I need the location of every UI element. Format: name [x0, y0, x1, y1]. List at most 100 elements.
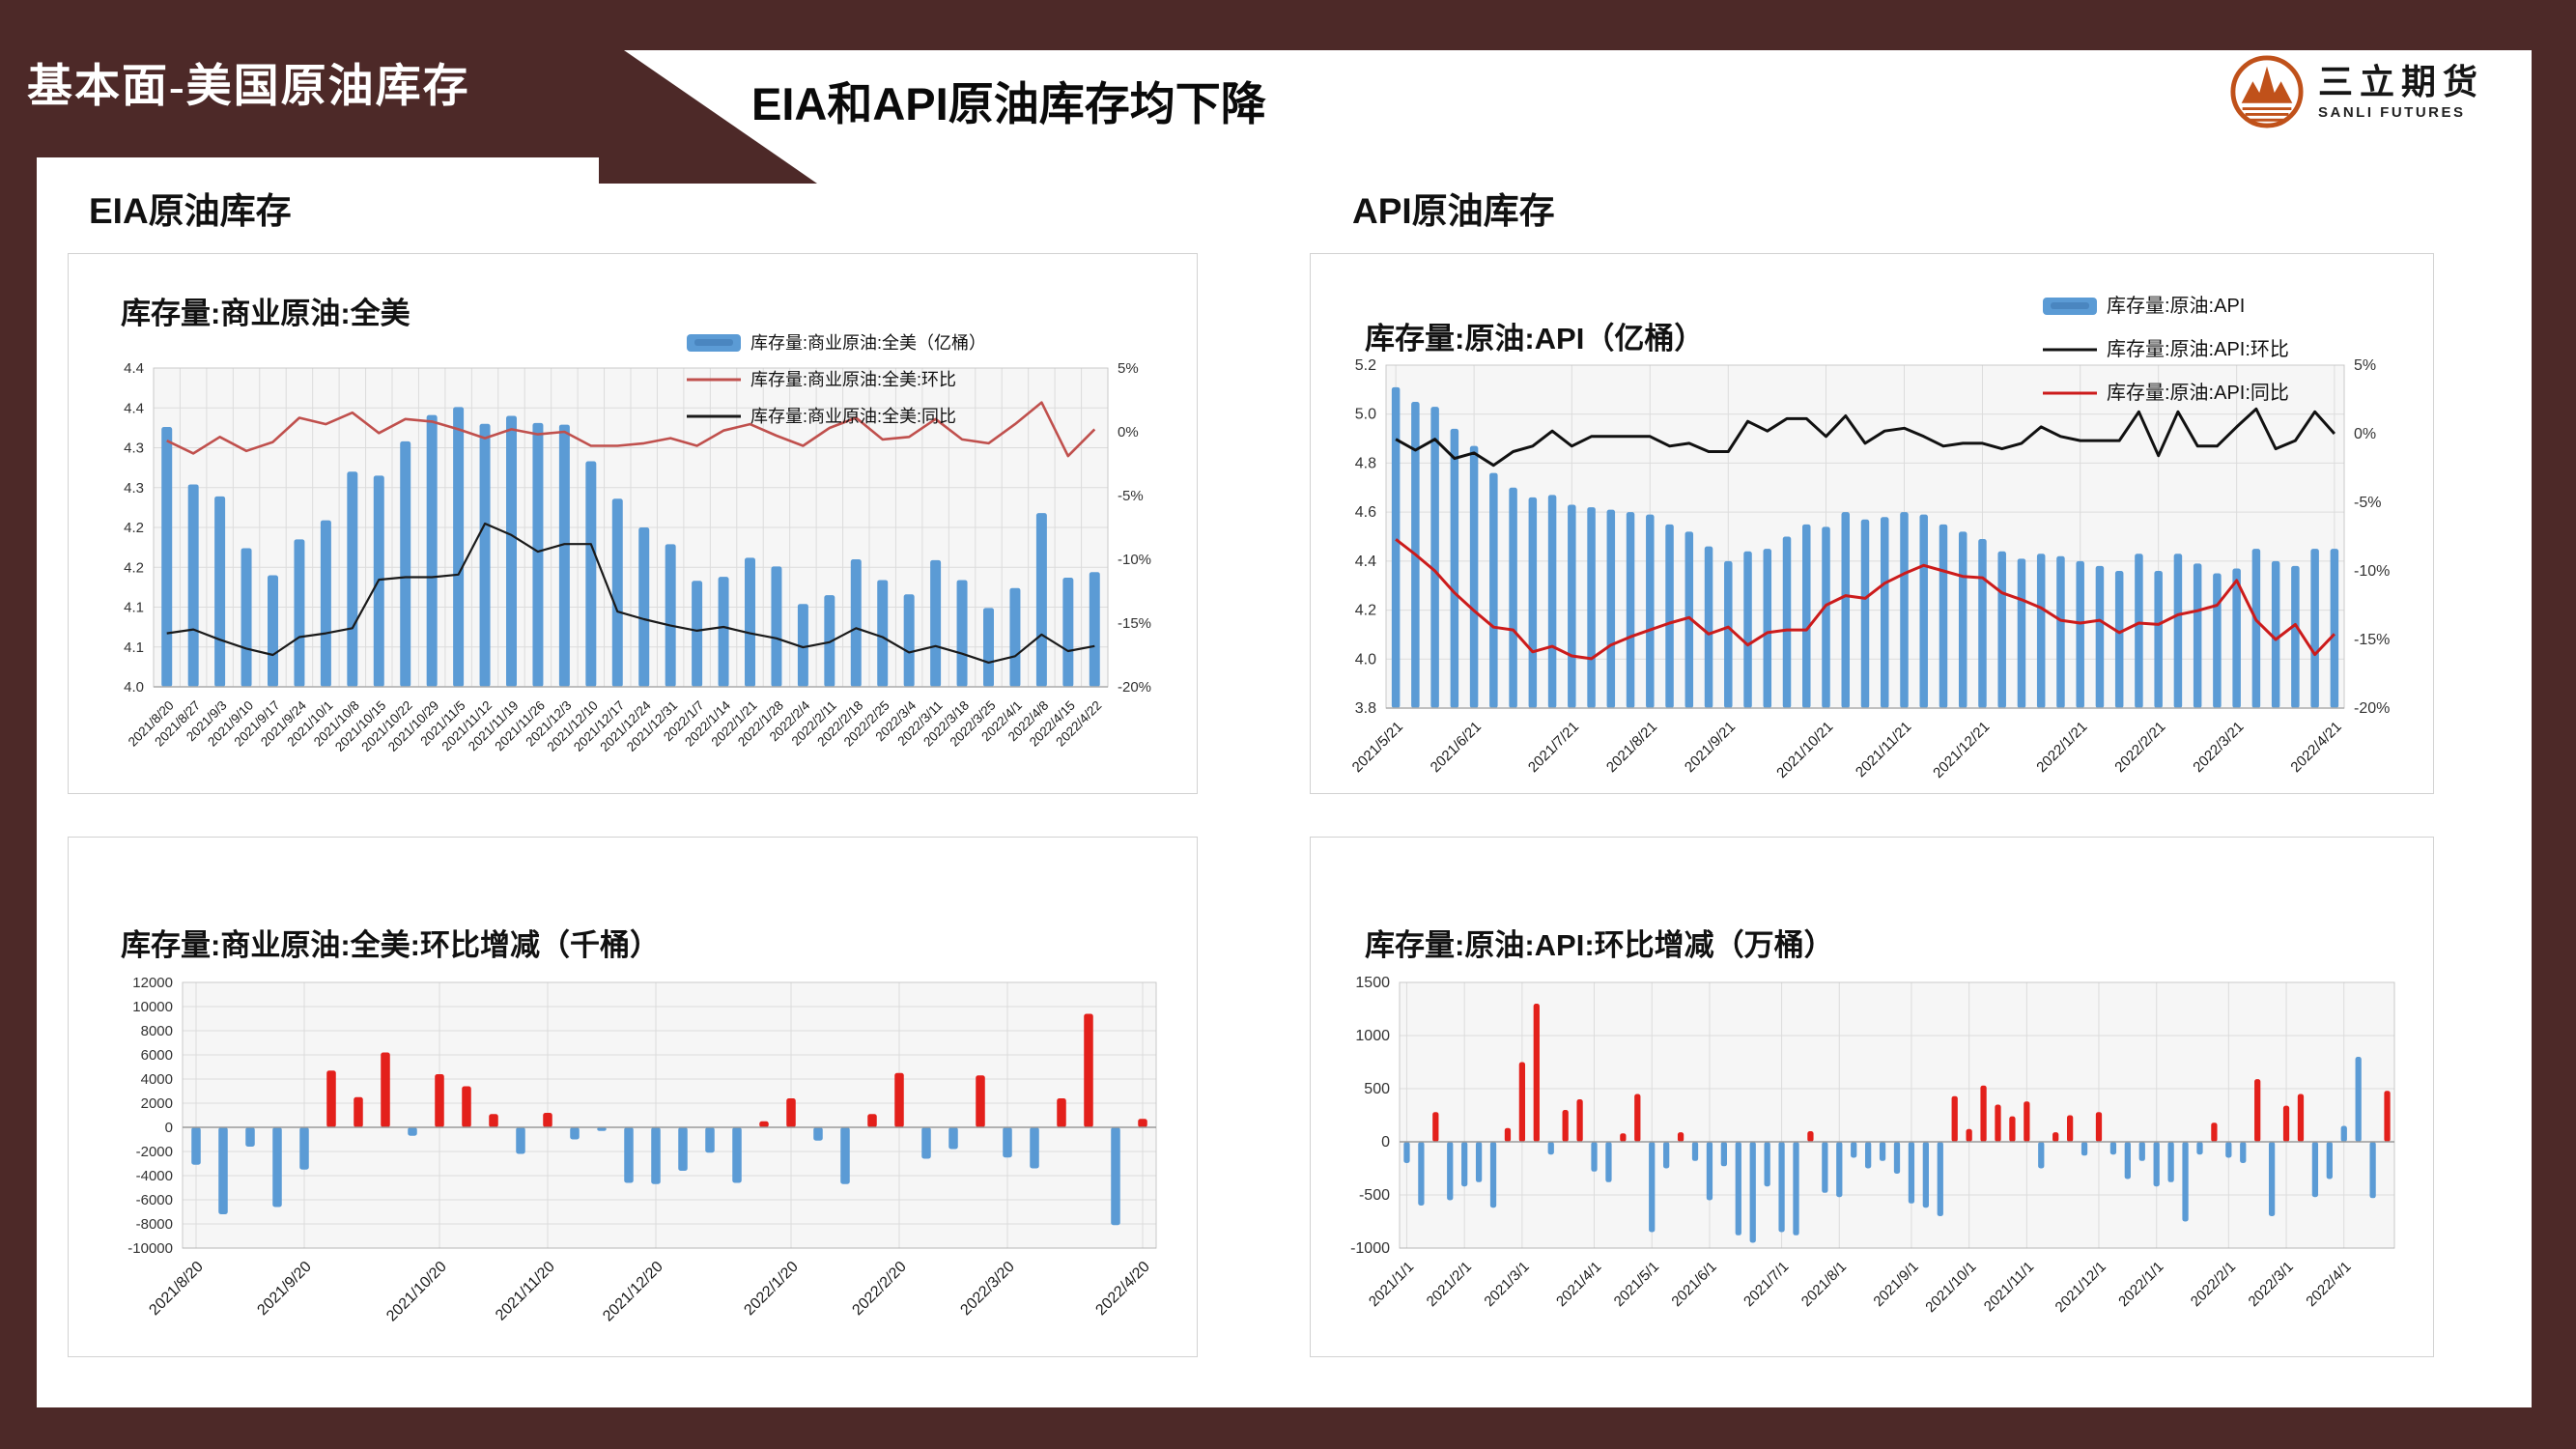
svg-text:2022/4/1: 2022/4/1 — [2303, 1259, 2354, 1310]
chart-eia-inventory: 4.4 4.4 4.3 4.3 4.2 4.2 4.1 4.1 4.0 5% 0% -5% -10% -1… — [124, 333, 1151, 754]
panel-eia-wow-change: 12000 10000 8000 6000 4000 2000 0 -2000 -4000 -60… — [68, 837, 1198, 1357]
svg-text:4.2: 4.2 — [1355, 603, 1376, 619]
sanli-logo: 三立期货 SANLI FUTURES — [2229, 54, 2484, 129]
svg-text:-5%: -5% — [1118, 488, 1144, 504]
svg-text:2022/2/20: 2022/2/20 — [849, 1259, 909, 1319]
section-title-api: API原油库存 — [1352, 191, 1555, 231]
svg-text:-2000: -2000 — [136, 1144, 173, 1160]
svg-text:3.8: 3.8 — [1355, 700, 1376, 717]
svg-text:5%: 5% — [2354, 357, 2376, 374]
mountain-circle-logo-icon — [2230, 55, 2304, 128]
svg-text:2021/8/21: 2021/8/21 — [1603, 719, 1660, 776]
svg-text:4.4: 4.4 — [124, 400, 144, 416]
svg-text:2021/9/21: 2021/9/21 — [1682, 719, 1739, 776]
svg-text:-1000: -1000 — [1350, 1240, 1390, 1257]
header-tab-title: 基本面-美国原油库存 — [27, 62, 470, 112]
svg-text:库存量:原油:API:环比: 库存量:原油:API:环比 — [2107, 338, 2289, 360]
svg-text:库存量:原油:API: 库存量:原油:API — [2107, 295, 2245, 317]
svg-text:2021/12/21: 2021/12/21 — [1930, 719, 1993, 781]
svg-text:2021/5/1: 2021/5/1 — [1611, 1259, 1662, 1310]
panel-api-inventory: 5.2 5.0 4.8 4.6 4.4 4.2 4.0 3.8 5% 0% -5% -10% -15% -… — [1310, 253, 2434, 794]
svg-text:2022/3/20: 2022/3/20 — [957, 1259, 1017, 1319]
svg-text:4.0: 4.0 — [1355, 651, 1376, 668]
svg-text:2021/11/20: 2021/11/20 — [493, 1259, 558, 1324]
svg-text:4.0: 4.0 — [124, 679, 144, 696]
svg-text:5.2: 5.2 — [1355, 357, 1376, 374]
svg-text:2021/7/21: 2021/7/21 — [1525, 719, 1582, 776]
svg-text:12000: 12000 — [132, 975, 173, 991]
svg-text:2022/1/21: 2022/1/21 — [2033, 719, 2090, 776]
svg-text:-15%: -15% — [1118, 615, 1151, 632]
svg-text:2021/4/1: 2021/4/1 — [1553, 1259, 1604, 1310]
chart-title-api-wow-change: 库存量:原油:API:环比增减（万桶） — [1365, 928, 1834, 962]
svg-text:4.1: 4.1 — [124, 639, 144, 656]
chart-title-api-inventory: 库存量:原油:API（亿桶） — [1365, 322, 1705, 355]
svg-text:2021/8/1: 2021/8/1 — [1798, 1259, 1850, 1310]
header-tab-tail — [599, 157, 817, 184]
svg-text:库存量:商业原油:全美（亿桶）: 库存量:商业原油:全美（亿桶） — [750, 333, 986, 353]
svg-text:4.6: 4.6 — [1355, 504, 1376, 521]
svg-text:-8000: -8000 — [136, 1216, 173, 1233]
header-banner: EIA和API原油库存均下降 — [624, 50, 2532, 157]
chart-title-eia-wow-change: 库存量:商业原油:全美:环比增减（千桶） — [121, 928, 660, 962]
svg-text:0: 0 — [165, 1120, 173, 1136]
svg-text:4.8: 4.8 — [1355, 455, 1376, 471]
svg-text:2021/6/21: 2021/6/21 — [1428, 719, 1485, 776]
svg-text:4.2: 4.2 — [124, 559, 144, 576]
svg-text:2021/10/20: 2021/10/20 — [383, 1259, 450, 1325]
svg-text:-10000: -10000 — [127, 1240, 173, 1257]
svg-text:4.1: 4.1 — [124, 600, 144, 616]
svg-text:2021/11/21: 2021/11/21 — [1853, 719, 1914, 781]
svg-text:-10%: -10% — [1118, 552, 1151, 568]
svg-text:2000: 2000 — [141, 1095, 173, 1112]
header: EIA和API原油库存均下降 基本面-美国原油库存 三立期货 SANLI FUT… — [0, 0, 2576, 157]
svg-text:4.2: 4.2 — [124, 520, 144, 536]
svg-text:4000: 4000 — [141, 1071, 173, 1088]
logo-cn-text: 三立期货 — [2318, 62, 2485, 101]
svg-text:2022/2/21: 2022/2/21 — [2111, 719, 2168, 776]
svg-text:2021/12/20: 2021/12/20 — [600, 1259, 666, 1325]
svg-text:-6000: -6000 — [136, 1192, 173, 1208]
svg-text:2021/8/20: 2021/8/20 — [146, 1259, 206, 1319]
frame-border-left — [0, 157, 37, 1407]
svg-text:4.4: 4.4 — [1355, 554, 1376, 570]
svg-text:5.0: 5.0 — [1355, 407, 1376, 423]
svg-text:1000: 1000 — [1355, 1028, 1390, 1044]
chart-eia-wow-change: 12000 10000 8000 6000 4000 2000 0 -2000 -4000 -60… — [127, 975, 1157, 1325]
svg-text:2021/3/1: 2021/3/1 — [1481, 1259, 1532, 1310]
svg-text:0%: 0% — [2354, 426, 2376, 442]
svg-text:-15%: -15% — [2354, 632, 2390, 648]
svg-text:2022/4/21: 2022/4/21 — [2287, 719, 2344, 776]
svg-text:2022/2/1: 2022/2/1 — [2188, 1259, 2239, 1310]
svg-text:-10%: -10% — [2354, 563, 2390, 580]
svg-text:2022/1/20: 2022/1/20 — [741, 1259, 801, 1319]
svg-text:500: 500 — [1364, 1081, 1390, 1097]
svg-text:2021/11/1: 2021/11/1 — [1981, 1259, 2037, 1315]
svg-text:5%: 5% — [1118, 360, 1139, 377]
svg-text:2021/9/20: 2021/9/20 — [254, 1259, 314, 1319]
svg-text:2021/5/21: 2021/5/21 — [1349, 719, 1406, 776]
svg-text:-4000: -4000 — [136, 1168, 173, 1184]
panel-eia-inventory: 4.4 4.4 4.3 4.3 4.2 4.2 4.1 4.1 4.0 5% 0% -5% -10% -1… — [68, 253, 1198, 794]
svg-text:-500: -500 — [1359, 1187, 1390, 1204]
svg-text:2021/10/21: 2021/10/21 — [1773, 719, 1836, 781]
frame-border-bottom — [0, 1407, 2576, 1449]
svg-text:库存量:商业原油:全美:同比: 库存量:商业原油:全美:同比 — [750, 407, 956, 426]
svg-text:2021/6/1: 2021/6/1 — [1668, 1259, 1719, 1310]
svg-text:4.4: 4.4 — [124, 360, 144, 377]
logo-en-text: SANLI FUTURES — [2318, 104, 2466, 121]
svg-text:6000: 6000 — [141, 1047, 173, 1064]
svg-text:1500: 1500 — [1355, 975, 1390, 991]
svg-text:2021/12/1: 2021/12/1 — [2052, 1259, 2109, 1316]
chart-title-eia-inventory: 库存量:商业原油:全美 — [121, 297, 410, 330]
svg-text:4.3: 4.3 — [124, 440, 144, 457]
svg-text:2021/1/1: 2021/1/1 — [1366, 1259, 1417, 1310]
svg-text:2021/7/1: 2021/7/1 — [1741, 1259, 1792, 1310]
section-title-eia: EIA原油库存 — [89, 191, 292, 231]
svg-text:2021/2/1: 2021/2/1 — [1424, 1259, 1475, 1310]
svg-text:2022/3/21: 2022/3/21 — [2190, 719, 2247, 776]
svg-text:8000: 8000 — [141, 1023, 173, 1039]
svg-text:-20%: -20% — [2354, 700, 2390, 717]
